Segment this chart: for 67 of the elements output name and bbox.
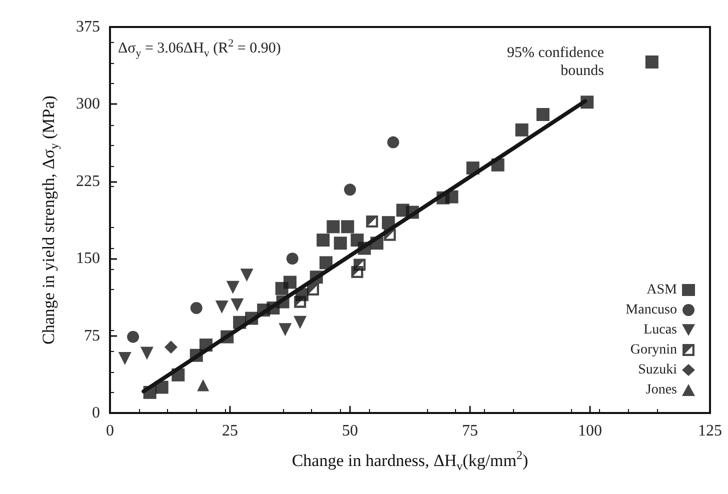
legend-label: Suzuki [638, 362, 678, 378]
legend-label: Jones [646, 382, 677, 398]
point [190, 302, 202, 314]
legend-label: ASM [646, 282, 678, 298]
point [358, 242, 371, 255]
point [200, 338, 212, 352]
point [233, 316, 246, 329]
point [354, 258, 366, 271]
point [155, 380, 168, 394]
y-axis-title: Change in yield strength, Δσy (MPa) [39, 96, 61, 344]
x-tick-label: 100 [578, 422, 602, 440]
y-tick-label: 75 [84, 327, 100, 344]
point [341, 220, 354, 234]
point [344, 184, 356, 196]
point [491, 158, 504, 172]
x-tick-label: 25 [222, 422, 238, 440]
point [215, 300, 228, 314]
point [164, 340, 178, 354]
point [197, 379, 210, 392]
point [387, 136, 400, 148]
point [294, 296, 306, 308]
point [118, 352, 132, 365]
point [278, 323, 292, 336]
legend-label: Lucas [644, 322, 677, 338]
annotation: 95% confidence bounds [506, 45, 604, 79]
point [310, 270, 323, 284]
point [326, 220, 340, 234]
legend-label: Mancuso [626, 302, 677, 318]
point [140, 346, 154, 360]
point [276, 295, 290, 308]
y-tick-label: 375 [76, 18, 100, 36]
point [645, 55, 658, 68]
y-tick-label: 225 [76, 172, 100, 190]
point [226, 280, 240, 294]
point [220, 330, 234, 344]
x-tick-label: 0 [106, 422, 114, 440]
point [384, 228, 396, 241]
point [445, 190, 458, 204]
point [515, 123, 528, 136]
y-tick-label: 0 [92, 404, 100, 422]
point [240, 268, 254, 282]
legend-label: Gorynin [630, 342, 677, 358]
point [230, 298, 244, 312]
x-tick-label: 75 [462, 422, 478, 440]
point [580, 96, 594, 109]
point [366, 216, 378, 228]
point [294, 316, 307, 329]
point [406, 206, 419, 219]
x-tick-label: 125 [698, 422, 722, 440]
point [286, 252, 298, 265]
point [172, 368, 185, 382]
point [370, 236, 384, 250]
y-tick-label: 300 [76, 96, 100, 113]
x-tick-label: 50 [342, 422, 358, 440]
point [382, 216, 395, 230]
point [307, 283, 320, 296]
point [190, 348, 203, 362]
point [316, 234, 330, 247]
point [245, 312, 258, 325]
point [536, 108, 550, 121]
point [127, 330, 140, 343]
point [466, 162, 480, 175]
y-tick-label: 150 [76, 250, 100, 268]
point [143, 386, 156, 399]
point [334, 236, 347, 250]
point [320, 256, 332, 270]
point [284, 276, 296, 289]
